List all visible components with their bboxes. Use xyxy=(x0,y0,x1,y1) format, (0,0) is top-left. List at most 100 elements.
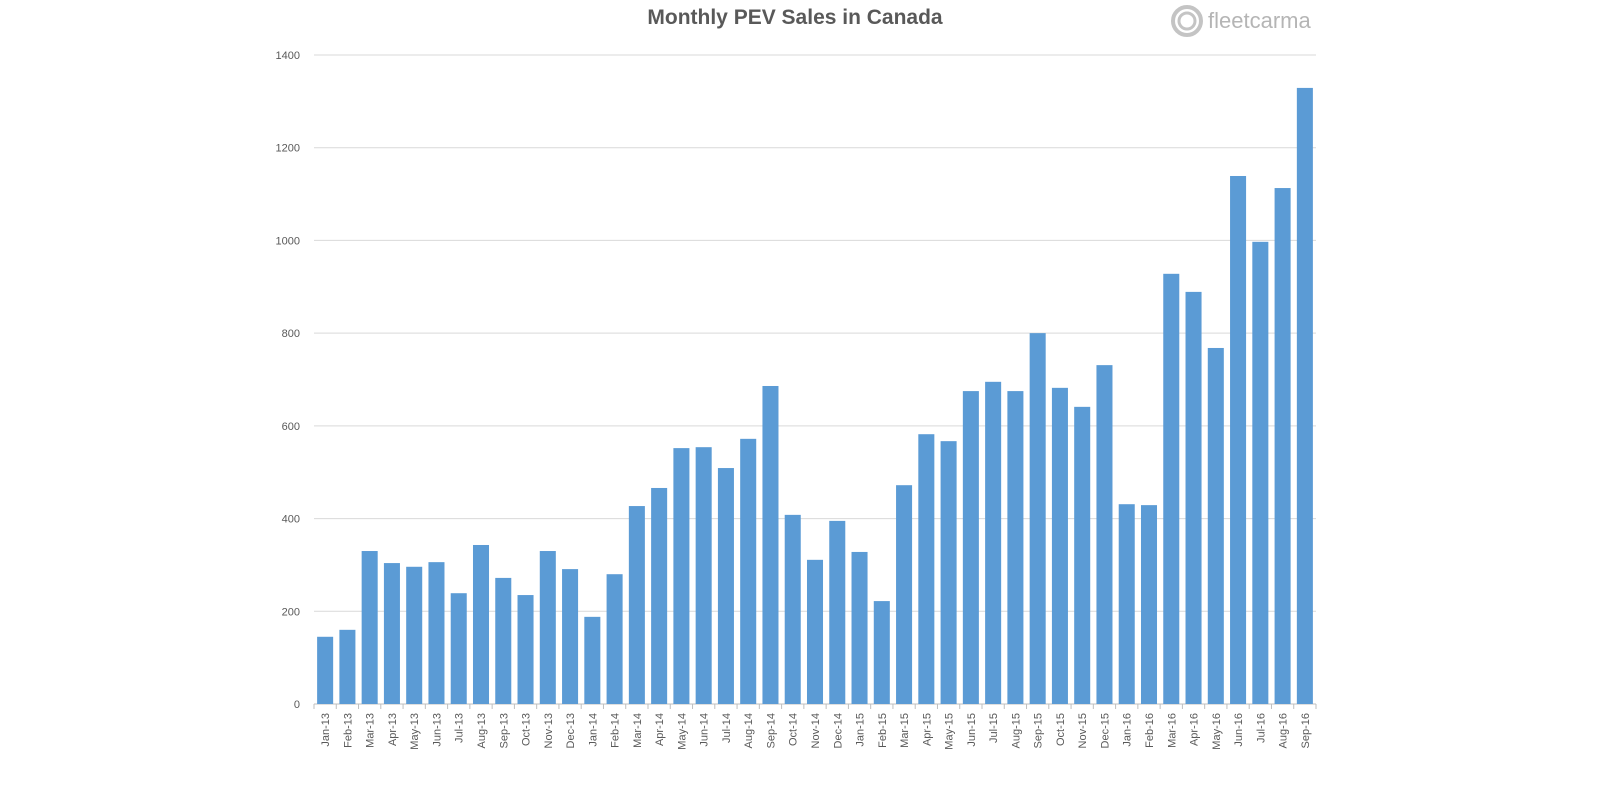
x-tick-label: Nov-14 xyxy=(810,713,822,748)
y-tick-label: 1400 xyxy=(276,50,300,62)
bar xyxy=(406,566,423,704)
x-tick-label: Jul-13 xyxy=(454,713,466,743)
x-tick-label: Sep-15 xyxy=(1033,713,1045,748)
fleetcarma-logo: fleetcarma xyxy=(1170,4,1311,38)
y-tick-label: 200 xyxy=(282,606,300,618)
bar xyxy=(717,468,734,704)
bar xyxy=(317,636,334,704)
logo-text: fleetcarma xyxy=(1208,8,1311,33)
x-tick-label: Jun-16 xyxy=(1233,713,1245,747)
bar xyxy=(985,381,1002,704)
bar xyxy=(1096,365,1113,704)
bar xyxy=(562,569,579,704)
x-tick-label: Apr-14 xyxy=(654,713,666,746)
x-tick-label: Apr-15 xyxy=(921,713,933,746)
x-tick-label: Jun-14 xyxy=(699,713,711,747)
x-tick-label: May-15 xyxy=(944,713,956,750)
bar xyxy=(606,574,623,704)
x-tick-label: Aug-16 xyxy=(1278,713,1290,748)
bar xyxy=(784,514,801,704)
bar xyxy=(539,551,556,704)
bar xyxy=(1118,504,1135,704)
bar xyxy=(651,487,668,704)
bar xyxy=(1007,391,1024,704)
bar xyxy=(584,616,601,704)
y-tick-label: 1200 xyxy=(276,143,300,155)
x-tick-label: Feb-13 xyxy=(342,713,354,748)
bar xyxy=(1051,387,1068,704)
x-tick-label: Feb-16 xyxy=(1144,713,1156,748)
x-tick-label: Jun-13 xyxy=(431,713,443,747)
x-tick-label: Nov-13 xyxy=(543,713,555,748)
x-tick-label: Mar-13 xyxy=(365,713,377,748)
x-tick-label: May-13 xyxy=(409,713,421,750)
bar xyxy=(383,563,400,704)
bar xyxy=(962,391,979,704)
x-tick-label: Dec-14 xyxy=(832,713,844,748)
x-tick-label: Mar-16 xyxy=(1166,713,1178,748)
bar xyxy=(1230,175,1247,705)
x-tick-label: Oct-15 xyxy=(1055,713,1067,746)
bar xyxy=(628,506,645,704)
x-tick-label: Sep-13 xyxy=(498,713,510,748)
bar xyxy=(940,441,957,704)
chart-title: Monthly PEV Sales in Canada xyxy=(647,6,943,29)
x-tick-label: Feb-14 xyxy=(610,713,622,748)
x-tick-label: Feb-15 xyxy=(877,713,889,748)
bar xyxy=(428,562,445,704)
bar xyxy=(1140,505,1158,704)
y-tick-label: 600 xyxy=(282,421,300,433)
x-tick-label: Dec-15 xyxy=(1099,713,1111,748)
bar xyxy=(740,438,757,704)
bar xyxy=(762,385,779,704)
x-tick-label: Jul-14 xyxy=(721,713,733,743)
y-tick-label: 0 xyxy=(294,699,300,711)
bar xyxy=(673,448,690,704)
bar xyxy=(1163,273,1180,704)
x-tick-label: Sep-14 xyxy=(765,713,777,748)
x-tick-label: Jun-15 xyxy=(966,713,978,747)
x-tick-label: Apr-16 xyxy=(1189,713,1201,746)
bar xyxy=(517,595,534,704)
bar xyxy=(450,593,467,704)
x-tick-label: Nov-15 xyxy=(1077,713,1089,748)
x-tick-label: Sep-16 xyxy=(1300,713,1312,748)
x-tick-label: Mar-15 xyxy=(899,713,911,748)
bar xyxy=(1252,241,1269,705)
bar xyxy=(361,551,378,704)
bar xyxy=(1185,291,1202,704)
bar xyxy=(339,629,356,704)
x-tick-label: Oct-13 xyxy=(521,713,533,746)
x-tick-label: Aug-14 xyxy=(743,713,755,748)
bar xyxy=(1207,347,1224,704)
bar xyxy=(873,601,890,704)
y-tick-label: 400 xyxy=(282,514,300,526)
x-tick-label: Jan-14 xyxy=(587,713,599,747)
bar xyxy=(695,447,712,704)
bar xyxy=(806,559,824,704)
x-tick-label: Mar-14 xyxy=(632,713,644,748)
x-tick-label: Dec-13 xyxy=(565,713,577,748)
bar xyxy=(1029,333,1046,704)
bar xyxy=(918,434,935,704)
x-tick-label: Jul-16 xyxy=(1255,713,1267,743)
bar xyxy=(829,520,846,704)
x-tick-label: May-14 xyxy=(676,713,688,750)
bar xyxy=(1296,87,1313,704)
x-tick-label: Aug-13 xyxy=(476,713,488,748)
bar xyxy=(1074,406,1091,704)
x-tick-label: May-16 xyxy=(1211,713,1223,750)
bar xyxy=(472,544,490,704)
x-tick-label: Jan-13 xyxy=(320,713,332,747)
x-tick-label: Jan-16 xyxy=(1122,713,1134,747)
bar xyxy=(851,551,868,704)
x-tick-label: Jan-15 xyxy=(855,713,867,747)
y-tick-label: 800 xyxy=(282,328,300,340)
x-tick-label: Jul-15 xyxy=(988,713,1000,743)
bar xyxy=(495,577,512,704)
x-tick-label: Oct-14 xyxy=(788,713,800,746)
y-tick-label: 1000 xyxy=(276,235,300,247)
x-tick-label: Aug-15 xyxy=(1010,713,1022,748)
x-tick-label: Apr-13 xyxy=(387,713,399,746)
